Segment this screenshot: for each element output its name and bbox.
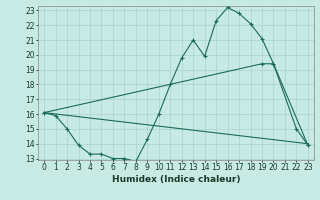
X-axis label: Humidex (Indice chaleur): Humidex (Indice chaleur) [112, 175, 240, 184]
